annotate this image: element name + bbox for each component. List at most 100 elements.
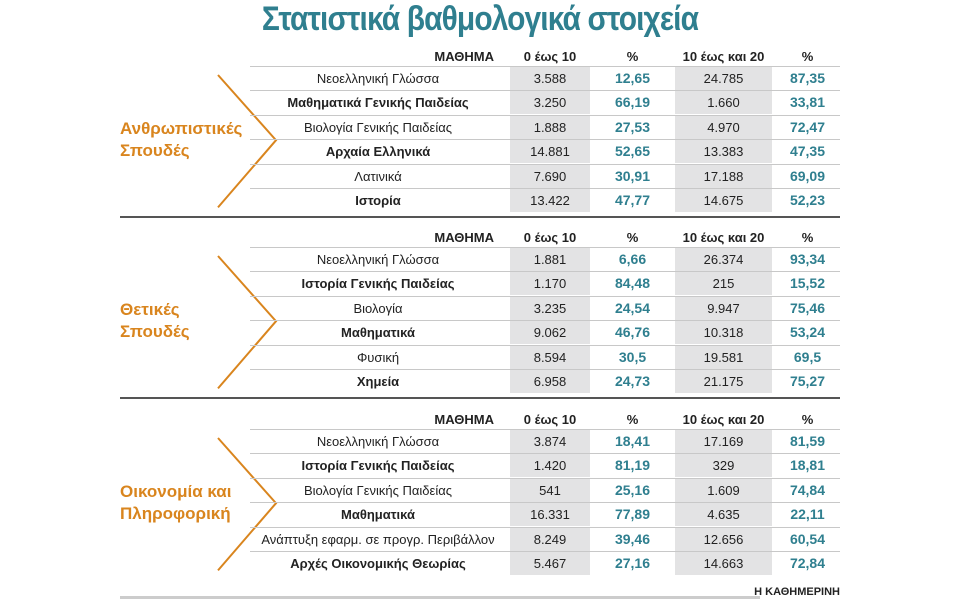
value-cell: 14.675 xyxy=(675,189,772,212)
subject-cell: Βιολογία Γενικής Παιδείας xyxy=(303,119,453,135)
subject-cell: Φυσική xyxy=(356,349,400,365)
subject-cell: Αρχαία Ελληνικά xyxy=(325,144,431,160)
value-cell: 39,46 xyxy=(614,530,651,547)
value-cell: 215 xyxy=(675,272,772,296)
value-cell: 1.881 xyxy=(510,248,590,271)
header-cell: ΜΑΘΗΜΑ xyxy=(250,226,506,249)
value-cell: 13.422 xyxy=(510,189,590,212)
value-cell: 10.318 xyxy=(675,321,772,345)
subject-cell: Νεοελληνική Γλώσσα xyxy=(316,252,440,267)
value-cell: 30,91 xyxy=(614,167,651,184)
header-cell: % xyxy=(775,45,840,68)
section-label: Σπουδές xyxy=(120,141,190,161)
value-cell: 9.947 xyxy=(675,296,772,320)
value-cell: 1.170 xyxy=(510,272,590,296)
value-cell: 33,81 xyxy=(789,94,826,111)
value-cell: 6,66 xyxy=(618,251,647,267)
value-cell: 26.374 xyxy=(675,248,772,271)
row-line xyxy=(250,90,840,92)
value-cell: 72,84 xyxy=(789,555,826,571)
value-cell: 30,5 xyxy=(618,348,647,365)
value-cell: 18,41 xyxy=(614,433,651,449)
value-cell: 75,46 xyxy=(789,299,826,316)
chevron xyxy=(217,255,278,390)
section-label: Οικονομία και xyxy=(120,482,232,502)
value-cell: 329 xyxy=(675,454,772,478)
subject-cell: Ιστορία xyxy=(355,193,401,208)
section-label: Ανθρωπιστικές xyxy=(120,119,243,139)
value-cell: 72,47 xyxy=(789,118,826,135)
row-line xyxy=(250,247,840,248)
header-cell: % xyxy=(775,408,840,431)
value-cell: 4.970 xyxy=(675,115,772,139)
header-cell: 0 έως 10 xyxy=(510,226,590,249)
row-line xyxy=(250,163,840,165)
value-cell: 87,35 xyxy=(789,70,826,86)
value-cell: 66,19 xyxy=(614,94,651,111)
header-cell: % xyxy=(775,226,840,249)
subject-cell: Λατινικά xyxy=(354,168,402,184)
value-cell: 93,34 xyxy=(789,251,826,267)
value-cell: 19.581 xyxy=(675,345,772,369)
header-cell: 10 έως και 20 xyxy=(675,226,772,249)
value-cell: 21.175 xyxy=(675,370,772,393)
value-cell: 74,84 xyxy=(789,481,826,498)
value-cell: 12.656 xyxy=(675,527,772,551)
chevron xyxy=(217,74,278,209)
row-line xyxy=(250,271,840,273)
subject-cell: Ιστορία Γενικής Παιδείας xyxy=(301,276,455,292)
header-cell: ΜΑΘΗΜΑ xyxy=(250,408,506,431)
value-cell: 27,53 xyxy=(614,118,651,135)
row-line xyxy=(250,429,840,430)
chevron xyxy=(217,437,278,572)
value-cell: 24,73 xyxy=(614,373,651,389)
value-cell: 24.785 xyxy=(675,67,772,90)
row-line xyxy=(250,114,840,116)
row-line xyxy=(250,320,840,322)
value-cell: 47,35 xyxy=(789,143,826,160)
value-cell: 541 xyxy=(510,478,590,502)
value-cell: 1.888 xyxy=(510,115,590,139)
subject-cell: Αρχές Οικονομικής Θεωρίας xyxy=(290,556,466,571)
row-line xyxy=(250,295,840,297)
value-cell: 47,77 xyxy=(614,192,651,208)
value-cell: 6.958 xyxy=(510,370,590,393)
header-cell: ΜΑΘΗΜΑ xyxy=(250,45,506,68)
header-cell: 0 έως 10 xyxy=(510,408,590,431)
section-label: Θετικές xyxy=(120,300,180,320)
value-cell: 27,16 xyxy=(614,555,651,571)
value-cell: 8.594 xyxy=(510,345,590,369)
footer-rule xyxy=(120,596,760,599)
subject-cell: Βιολογία xyxy=(353,300,403,316)
subject-cell: Μαθηματικά xyxy=(341,325,415,341)
value-cell: 69,5 xyxy=(793,348,822,365)
value-cell: 52,23 xyxy=(789,192,826,208)
title: Στατιστικά βαθμολογικά στοιχεία xyxy=(261,0,699,38)
subject-cell: Ανάπτυξη εφαρμ. σε προγρ. Περιβάλλον xyxy=(261,531,495,547)
value-cell: 81,59 xyxy=(789,433,826,449)
value-cell: 3.588 xyxy=(510,67,590,90)
value-cell: 12,65 xyxy=(614,70,651,86)
value-cell: 46,76 xyxy=(614,324,651,341)
value-cell: 22,11 xyxy=(790,506,825,523)
value-cell: 16.331 xyxy=(510,503,590,527)
subject-cell: Χημεία xyxy=(356,374,400,389)
value-cell: 15,52 xyxy=(789,275,826,292)
value-cell: 52,65 xyxy=(614,143,651,160)
value-cell: 69,09 xyxy=(789,167,826,184)
section-separator xyxy=(120,216,840,219)
subject-cell: Ιστορία Γενικής Παιδείας xyxy=(301,458,455,474)
row-line xyxy=(250,66,840,67)
subject-cell: Νεοελληνική Γλώσσα xyxy=(316,434,440,449)
value-cell: 1.660 xyxy=(675,91,772,115)
row-line xyxy=(250,344,840,346)
header-cell: 10 έως και 20 xyxy=(675,408,772,431)
row-line xyxy=(250,502,840,504)
value-cell: 53,24 xyxy=(789,324,826,341)
row-line xyxy=(250,369,840,370)
value-cell: 24,54 xyxy=(614,299,651,316)
value-cell: 4.635 xyxy=(675,503,772,527)
header-cell: 10 έως και 20 xyxy=(675,45,772,68)
